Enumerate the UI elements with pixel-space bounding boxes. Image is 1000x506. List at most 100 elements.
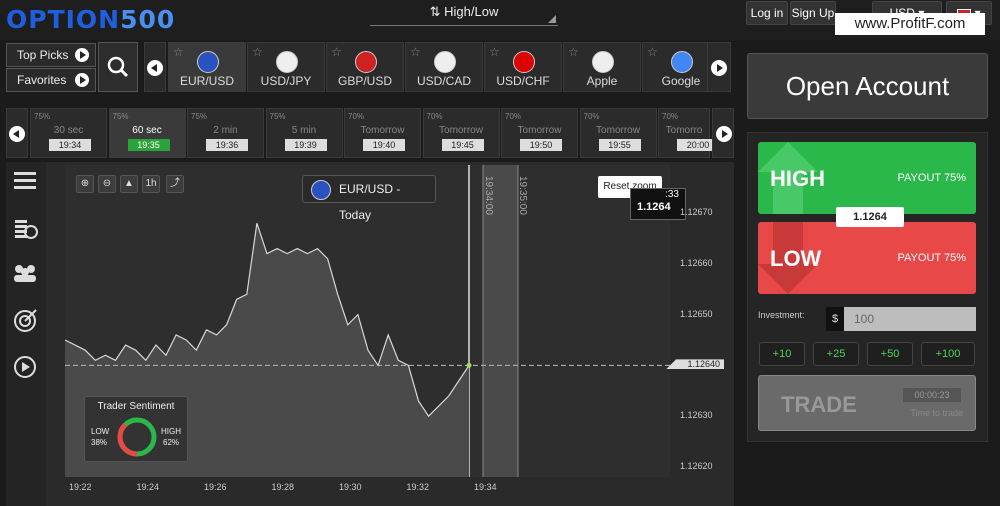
arrow-right-icon [75,73,89,87]
expiry-option[interactable]: 70% Tomorrow 19:40 [344,108,421,158]
add-investment-button[interactable]: +25 [813,342,859,366]
arrow-right-icon [75,48,89,62]
expiry-label: Tomorro [665,125,703,136]
search-button[interactable] [98,42,138,92]
logo-text-b: 500 [120,5,176,34]
expiry-payout: 75% [112,112,129,121]
star-icon[interactable]: ☆ [252,45,263,59]
sentiment-high-label: HIGH [161,427,181,436]
menu-icon[interactable] [12,170,38,196]
asset-usd-jpy[interactable]: ☆ USD/JPY [247,42,325,92]
expiry-time: 19:35 [127,139,170,151]
asset-eur-usd[interactable]: ☆ EUR/USD [168,42,246,92]
play-icon[interactable] [12,354,38,380]
star-icon[interactable]: ☆ [489,45,500,59]
traders-icon[interactable] [12,262,38,288]
signup-button[interactable]: Sign Up [790,1,836,25]
x-tick-label: 19:26 [204,482,227,492]
expiry-time: 19:34 [49,139,91,151]
logo[interactable]: OPTION500 [6,5,175,34]
star-icon[interactable]: ☆ [568,45,579,59]
price-chart[interactable] [65,165,670,477]
expiry-next-button[interactable] [712,108,734,158]
top-picks-button[interactable]: Top Picks [6,43,96,67]
login-button[interactable]: Log in [746,1,788,25]
asset-label: EUR/USD [179,74,234,88]
star-icon[interactable]: ☆ [331,45,342,59]
assets-prev-button[interactable] [144,42,166,92]
expiry-time: 19:55 [598,139,641,151]
favorites-label: Favorites [17,73,67,87]
x-tick-label: 19:24 [136,482,160,492]
expiry-option[interactable]: 75% 60 sec 19:35 [108,108,186,158]
coins-icon[interactable] [12,216,38,242]
expiry-label: Tomorrow [360,125,405,136]
zoom-in-button[interactable]: ⊕ [76,175,94,193]
expiry-prev-button[interactable] [6,108,28,158]
y-tick-label: 1.12650 [680,308,713,319]
low-button[interactable]: LOW PAYOUT 75% [758,222,976,294]
trader-sentiment: Trader Sentiment LOW 38% HIGH 62% [84,396,188,462]
trade-button[interactable]: TRADE 00:00:23 Time to trade [758,375,976,431]
arrow-right-icon [711,60,727,76]
chart-title-text: EUR/USD - Today [339,182,401,222]
high-button[interactable]: HIGH PAYOUT 75% [758,142,976,214]
star-icon[interactable]: ☆ [410,45,421,59]
trade-timer-label: Time to trade [910,408,963,418]
expiry-time: 19:45 [441,139,484,151]
top-picks-label: Top Picks [17,48,69,62]
price-tag-time: :33 [665,189,679,200]
expiry-option[interactable]: 70% Tomorro 20:00 [658,108,719,158]
arrow-left-icon [9,126,25,142]
assets-next-button[interactable] [707,42,731,92]
area-chart-icon: ▲ [124,178,134,189]
star-icon[interactable]: ☆ [647,45,658,59]
asset-apple[interactable]: ☆ Apple [563,42,641,92]
expiry-option[interactable]: 70% Tomorrow 19:50 [501,108,578,158]
expiry-option[interactable]: 75% 5 min 19:39 [265,108,343,158]
area-chart-button[interactable]: ▲ [120,175,138,193]
target-icon[interactable] [12,308,38,334]
zoom-out-button[interactable]: ⊖ [98,175,116,193]
high-label: HIGH [770,166,825,191]
asset-type-selector[interactable]: ⇅ High/Low [370,4,558,26]
expiry-option[interactable]: 75% 30 sec 19:34 [30,108,107,158]
expiry-payout: 75% [191,112,208,121]
expiry-option[interactable]: 70% Tomorrow 19:55 [579,108,657,158]
expiry-payout: 70% [426,112,443,121]
line-chart-button[interactable]: ⤴ [166,175,184,193]
price-tag-value: 1.1264 [637,201,671,213]
x-tick-label: 19:34 [474,482,497,492]
investment-input[interactable] [844,307,976,331]
expiry-time: 19:39 [284,139,327,151]
add-investment-button[interactable]: +100 [921,342,975,366]
price-line [65,222,470,418]
down-arrow-icon [758,222,818,294]
star-icon[interactable]: ☆ [173,45,184,59]
sentiment-title: Trader Sentiment [97,401,175,412]
expiry-label: Tomorrow [517,125,562,136]
expiry-option[interactable]: 75% 2 min 19:36 [187,108,264,158]
gb-us-flags-icon [355,51,377,73]
asset-usd-chf[interactable]: ☆ USD/CHF [484,42,562,92]
swap-icon: ⇅ [429,4,445,19]
vline-label-2: 19:35:00 [517,176,528,215]
expiry-time: 19:36 [206,139,248,151]
sentiment-low-pct: 38% [91,438,108,447]
period-button[interactable]: 1h [142,175,160,193]
eu-us-flags-icon [197,51,219,73]
expiry-zone [483,165,518,477]
current-point [466,362,472,368]
add-investment-button[interactable]: +10 [759,342,805,366]
favorites-button[interactable]: Favorites [6,68,96,92]
search-icon [107,56,129,78]
trade-timer: 00:00:23 [903,388,961,402]
add-investment-button[interactable]: +50 [867,342,913,366]
asset-usd-cad[interactable]: ☆ USD/CAD [405,42,483,92]
asset-gbp-usd[interactable]: ☆ GBP/USD [326,42,404,92]
zoom-out-icon: ⊖ [102,178,112,189]
open-account-button[interactable]: Open Account [747,53,988,119]
expiry-label: Tomorrow [596,125,640,136]
current-price: 1.1264 [836,207,904,227]
expiry-option[interactable]: 70% Tomorrow 19:45 [422,108,500,158]
